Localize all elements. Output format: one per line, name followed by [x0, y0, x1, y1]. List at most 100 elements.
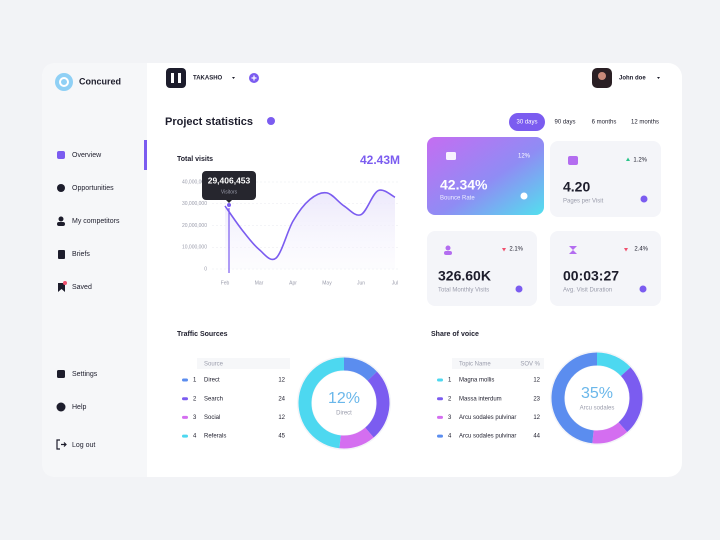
workspace-logo-mark — [178, 73, 181, 83]
legend-marker — [437, 434, 443, 438]
x-tick-label: Apr — [289, 280, 297, 286]
section-title: Traffic Sources — [177, 331, 228, 338]
x-tick-label: Jul — [392, 280, 398, 286]
trend-up — [626, 157, 630, 161]
period-tab-active[interactable] — [509, 113, 545, 131]
help-icon[interactable] — [267, 117, 275, 125]
add-icon — [251, 75, 257, 81]
user-name[interactable]: John doe — [619, 76, 646, 82]
sidebar — [42, 63, 147, 477]
legend-marker — [182, 397, 188, 401]
avatar-face — [598, 72, 606, 80]
legend-marker — [182, 378, 188, 382]
help-icon[interactable] — [515, 285, 523, 293]
donut-label: Arcu sodales — [580, 406, 615, 412]
period-tab[interactable]: 6 months — [592, 120, 617, 126]
row-value: 45 — [278, 434, 285, 440]
nav-item[interactable]: My competitors — [72, 218, 120, 225]
nav-icon — [57, 184, 65, 192]
donut-center — [565, 366, 629, 430]
nav-badge — [63, 281, 67, 285]
brand-name: Concured — [79, 76, 121, 86]
stat-label: Avg. Visit Duration — [563, 288, 612, 294]
tooltip-label: Visitors — [221, 189, 238, 195]
stat-icon — [569, 246, 577, 254]
donut-segment — [551, 352, 598, 444]
stat-change: 1.2% — [633, 158, 647, 164]
x-tick-label: May — [322, 280, 332, 286]
nav-item[interactable]: Saved — [72, 284, 92, 291]
table-header — [197, 358, 290, 369]
nav-icon — [58, 216, 64, 222]
nav-item[interactable]: Log out — [72, 442, 95, 449]
donut-value: 12% — [328, 390, 360, 407]
column-header: Source — [204, 362, 224, 368]
donut-segment — [618, 367, 643, 433]
period-tab[interactable]: 30 days — [516, 120, 537, 126]
period-tab[interactable]: 90 days — [554, 120, 575, 126]
nav-icon — [56, 402, 66, 412]
row-name: Magna mollis — [459, 378, 494, 384]
page-title: Project statistics — [165, 116, 253, 128]
donut-segment — [298, 357, 345, 449]
nav-icon — [57, 222, 65, 226]
workspace-logo-mark — [171, 73, 174, 83]
nav: Overview Opportunities My competitors Br… — [56, 151, 120, 450]
stat-value: 326.60K — [438, 268, 491, 284]
stat-label: Total Monthly Visits — [438, 288, 489, 294]
row-name: Arcu sodales pulvinar — [459, 434, 516, 440]
row-index: 2 — [448, 396, 452, 402]
donut-segment — [364, 371, 390, 438]
donut-segment — [343, 357, 377, 381]
row-name: Arcu sodales pulvinar — [459, 415, 516, 421]
nav-icon — [56, 439, 67, 450]
nav-item[interactable]: Opportunities — [72, 185, 114, 192]
stat-label: Pages per Visit — [563, 199, 604, 205]
row-index: 3 — [193, 415, 197, 421]
nav-icon — [57, 151, 65, 159]
nav-item[interactable]: Settings — [72, 371, 98, 378]
row-index: 3 — [448, 415, 452, 421]
donut-segment — [339, 427, 374, 449]
nav-item[interactable]: Briefs — [72, 251, 90, 258]
legend-marker — [182, 415, 188, 419]
y-tick-label: 40,000,000 — [182, 179, 207, 185]
trend-down — [502, 248, 506, 252]
workspace-name[interactable]: TAKASHO — [193, 76, 223, 82]
stat-card — [427, 231, 537, 306]
help-icon[interactable] — [639, 285, 647, 293]
row-index: 4 — [448, 434, 452, 440]
stat-value: 4.20 — [563, 179, 590, 195]
workspace-logo — [166, 68, 186, 88]
stat-value: 00:03:27 — [563, 268, 619, 284]
y-tick-label: 10,000,000 — [182, 245, 207, 251]
y-tick-label: 0 — [204, 266, 207, 272]
help-icon[interactable] — [520, 192, 528, 200]
period-tab[interactable]: 12 months — [631, 120, 659, 126]
brand-logo-ring — [59, 77, 69, 87]
area — [225, 190, 395, 269]
stat-icon — [444, 251, 452, 255]
row-value: 12 — [533, 378, 540, 384]
tooltip-value: 29,406,453 — [208, 175, 251, 185]
help-icon[interactable] — [640, 195, 648, 203]
brand-logo — [55, 73, 73, 91]
row-value: 12 — [278, 378, 285, 384]
nav-item[interactable]: Overview — [72, 152, 102, 159]
y-tick-label: 20,000,000 — [182, 223, 207, 229]
trend-down — [624, 248, 628, 252]
nav-item[interactable]: Help — [72, 404, 87, 411]
caret[interactable] — [657, 77, 660, 79]
caret[interactable] — [232, 77, 235, 79]
tooltip-arrow — [226, 200, 232, 203]
donut-label: Direct — [336, 411, 352, 417]
row-name: Direct — [204, 378, 220, 384]
line — [224, 189, 396, 261]
row-index: 4 — [193, 434, 197, 440]
chart-total: 42.43M — [360, 153, 400, 167]
row-value: 12 — [278, 415, 285, 421]
row-value: 12 — [533, 415, 540, 421]
row-name: Referals — [204, 434, 226, 440]
row-value: 24 — [278, 396, 285, 402]
